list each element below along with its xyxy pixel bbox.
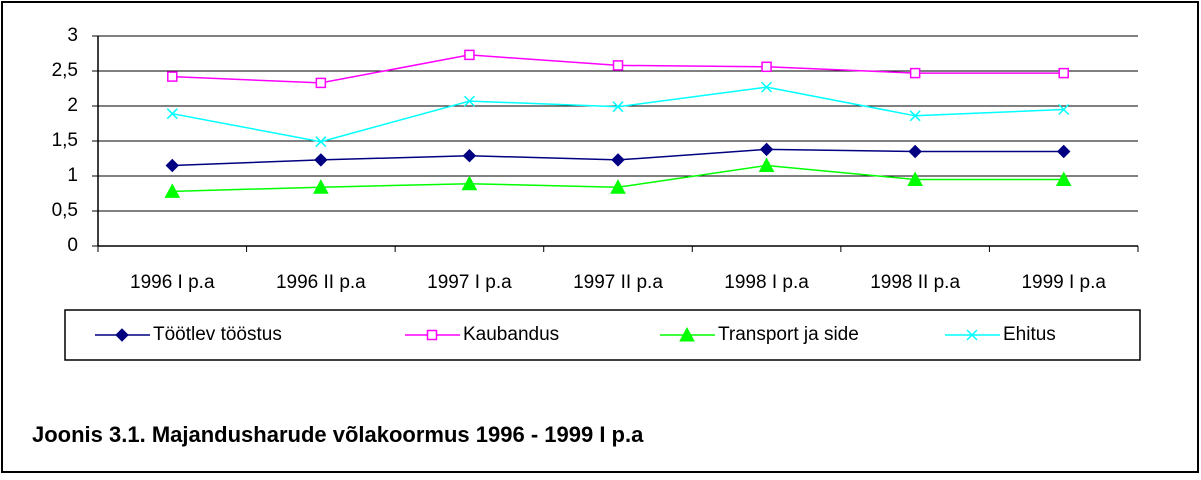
marker xyxy=(612,60,624,71)
marker xyxy=(166,108,178,120)
legend-label: Transport ja side xyxy=(718,324,859,345)
marker xyxy=(315,77,327,89)
y-tick-label: 0 xyxy=(67,235,78,256)
x-tick-label: 1996 I p.a xyxy=(130,272,215,293)
x-tick-label: 1997 II p.a xyxy=(573,272,663,293)
legend-label: Ehitus xyxy=(1003,324,1056,345)
marker xyxy=(164,183,181,198)
marker xyxy=(612,101,624,113)
marker xyxy=(758,157,775,172)
marker xyxy=(167,71,178,82)
legend-label: Töötlev tööstus xyxy=(153,324,282,345)
marker xyxy=(611,153,625,167)
y-tick-label: 2,5 xyxy=(52,60,78,81)
marker xyxy=(1058,103,1070,116)
y-tick-label: 1 xyxy=(67,165,78,186)
y-tick-label: 2 xyxy=(67,95,78,116)
marker xyxy=(759,142,774,157)
marker xyxy=(1057,144,1071,159)
marker xyxy=(463,95,475,107)
marker xyxy=(464,49,475,61)
marker xyxy=(907,171,923,186)
y-tick-label: 3 xyxy=(67,25,78,46)
marker xyxy=(908,144,922,159)
marker xyxy=(315,136,327,148)
marker xyxy=(909,67,921,79)
marker xyxy=(313,179,329,194)
marker xyxy=(426,329,438,341)
x-tick-label: 1997 I p.a xyxy=(427,272,512,293)
marker xyxy=(761,61,772,73)
marker xyxy=(165,158,179,173)
marker xyxy=(314,153,328,167)
marker xyxy=(461,175,478,191)
y-tick-label: 1,5 xyxy=(52,130,78,151)
marker xyxy=(679,326,695,342)
y-tick-label: 0,5 xyxy=(52,200,78,221)
marker xyxy=(761,81,773,93)
marker xyxy=(610,179,626,194)
x-tick-label: 1998 II p.a xyxy=(870,272,960,293)
x-tick-label: 1999 I p.a xyxy=(1021,272,1106,293)
x-tick-label: 1996 II p.a xyxy=(276,272,366,293)
x-tick-label: 1998 I p.a xyxy=(724,272,809,293)
marker xyxy=(462,148,477,163)
marker xyxy=(1058,67,1069,79)
chart-title: Joonis 3.1. Majandusharude võlakoormus 1… xyxy=(32,422,644,447)
marker xyxy=(966,329,978,341)
marker xyxy=(115,328,129,342)
marker xyxy=(909,110,921,122)
marker xyxy=(1055,171,1072,186)
legend-label: Kaubandus xyxy=(463,324,559,345)
